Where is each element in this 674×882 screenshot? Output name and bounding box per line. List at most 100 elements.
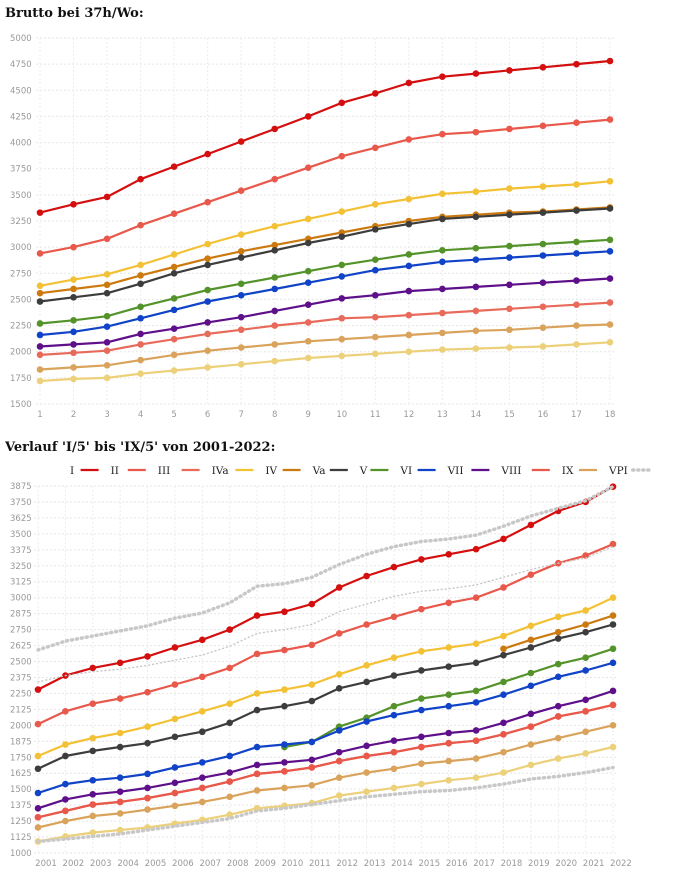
y-tick-label: 1500 [10,785,32,795]
x-tick-label: 8 [272,410,277,420]
data-point-VPI [36,377,44,385]
data-point-VPI [573,341,580,348]
x-tick-label: 1 [37,410,42,420]
data-point-VII [70,341,77,348]
data-point-VII [390,737,398,744]
data-point-VPI [363,788,370,796]
data-point-Va [308,697,316,705]
data-point-I [103,193,111,201]
data-point-IV [609,612,617,619]
data-point-IX [439,329,446,337]
data-point-II [226,664,233,672]
data-point-VII [506,281,513,289]
data-point-Va [338,233,346,240]
legend-label-VI: VI [399,465,412,477]
data-point-I [144,653,151,660]
data-point-IV [554,628,562,636]
data-point-Va [609,621,617,628]
data-point-Va [445,663,453,670]
y-tick-label: 4500 [10,86,32,96]
data-point-VI [170,306,178,314]
data-point-I [445,550,453,558]
data-point-IVa [281,686,288,693]
data-point-Va [271,246,279,254]
data-point-Va [253,706,261,714]
x-tick-label: 2014 [391,859,413,869]
data-point-IX [171,802,179,810]
x-tick-label: 15 [504,410,515,420]
y-tick-label: 3000 [10,594,32,604]
data-point-IVa [253,690,261,697]
data-point-VII [500,719,507,727]
series-line-I [39,59,611,214]
y-tick-label: 3750 [10,165,32,175]
data-point-VI [472,699,480,706]
data-point-Va [418,667,425,674]
data-point-IX [62,817,69,825]
data-point-VPI [527,761,535,769]
data-point-VPI [609,743,617,751]
data-point-IX [472,755,480,762]
data-point-V [609,645,617,653]
y-tick-label: 3250 [10,217,32,227]
series-line-VPI-mid [37,545,614,683]
y-tick-label: 2875 [10,610,32,620]
x-tick-label: 7 [238,410,243,420]
legend-label-VII: VII [447,465,464,477]
data-point-VII [281,759,288,766]
data-point-Va [137,280,144,288]
data-point-Va [144,739,151,747]
data-point-VPI [170,367,178,374]
data-point-IVa [582,607,589,614]
data-point-I [70,200,77,208]
data-point-IVa [472,188,480,196]
data-point-VI [500,691,507,699]
series-line-VI [37,661,614,795]
data-point-V [137,303,144,311]
data-point-VII [527,710,535,718]
data-point-VI [371,266,379,274]
data-point-VII [405,287,413,295]
data-point-VIII [281,768,288,775]
chart1-title: Brutto bei 37h/Wo: [5,6,144,21]
data-point-Va [103,289,111,297]
data-point-VPI [237,360,245,368]
data-point-IV [500,645,507,653]
data-point-VI [137,314,144,322]
data-point-VII [226,769,233,776]
y-tick-label: 1125 [10,833,32,843]
data-point-VIII [271,322,279,329]
data-point-VIII [418,743,425,751]
data-point-VPI [472,774,480,781]
y-tick-label: 1875 [10,737,32,747]
data-point-IVa [500,632,507,640]
data-point-VIII [554,713,562,720]
y-tick-label: 3625 [10,514,32,524]
data-point-VIII [226,778,233,785]
data-point-VII [363,742,370,750]
data-point-IX [554,734,562,742]
legend-label-IVa: IVa [212,465,229,477]
data-point-V [500,678,507,686]
y-tick-label: 3250 [10,562,32,572]
y-tick-label: 2125 [10,705,32,715]
series-line-IV [39,206,611,295]
data-point-VII [253,761,261,769]
x-tick-label: 2022 [610,859,632,869]
data-point-I [198,636,206,644]
data-point-VPI [116,826,124,834]
data-point-II [204,198,211,206]
data-point-Va [116,743,124,751]
data-point-VI [418,706,425,714]
data-point-V [237,280,245,288]
data-point-V [472,687,480,695]
data-point-IX [271,341,279,348]
data-point-IV [527,636,535,644]
x-tick-label: 2005 [145,859,167,869]
y-tick-label: 2625 [10,642,32,652]
data-point-VII [335,748,343,756]
data-point-IVa [171,715,179,723]
data-point-IX [405,331,413,339]
data-point-V [527,669,535,677]
data-point-V [338,261,346,269]
